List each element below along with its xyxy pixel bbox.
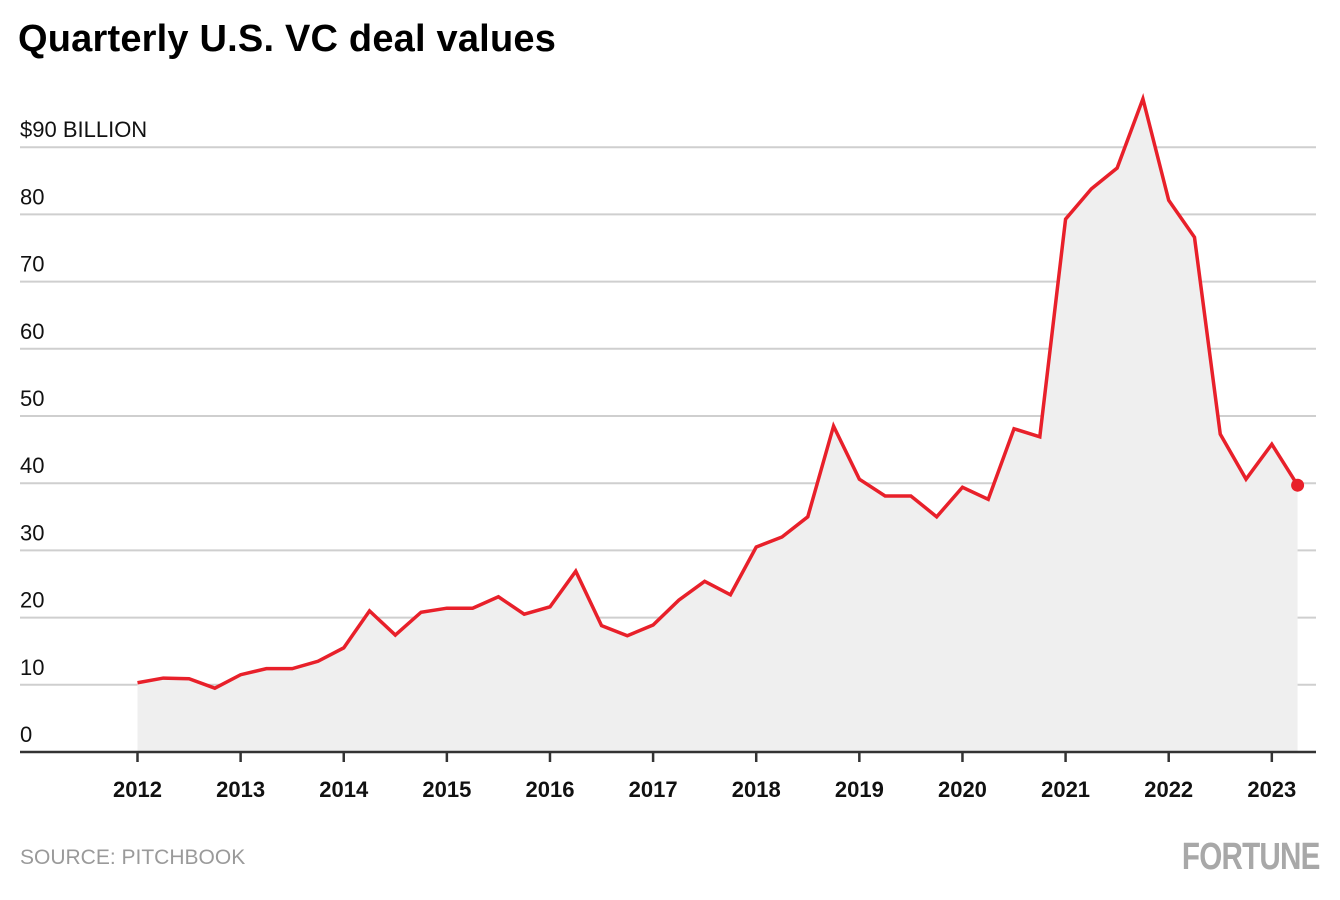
x-tick-label: 2018: [732, 777, 781, 802]
x-tick-label: 2021: [1041, 777, 1090, 802]
x-tick-label: 2013: [216, 777, 265, 802]
y-axis-labels: 0 10 20 30 40 50 60 70 80 $90 BILLION: [20, 117, 147, 747]
y-tick-label: 30: [20, 520, 44, 545]
y-tick-label: 60: [20, 319, 44, 344]
y-tick-label: 80: [20, 184, 44, 209]
x-tick-label: 2020: [938, 777, 987, 802]
x-tick-label: 2012: [113, 777, 162, 802]
fortune-logo: FORTUNE: [1182, 836, 1321, 878]
x-axis: [20, 750, 1316, 762]
x-tick-label: 2015: [422, 777, 471, 802]
line-layer: [137, 92, 1305, 691]
y-tick-label: 20: [20, 588, 44, 613]
x-tick-label: 2017: [629, 777, 678, 802]
x-tick-label: 2014: [319, 777, 369, 802]
y-tick-label: $90 BILLION: [20, 117, 147, 142]
y-tick-label: 40: [20, 453, 44, 478]
x-tick-label: 2022: [1144, 777, 1193, 802]
last-point-marker: [1291, 478, 1305, 492]
y-tick-label: 10: [20, 655, 44, 680]
chart-title: Quarterly U.S. VC deal values: [18, 18, 557, 60]
x-axis-labels: 2012 2013 2014 2015 2016 2017 2018 2019 2020 2021…: [113, 777, 1296, 802]
x-tick-label: 2019: [835, 777, 884, 802]
source-note: SOURCE: PITCHBOOK: [20, 846, 246, 869]
y-tick-label: 0: [20, 722, 32, 747]
y-tick-label: 50: [20, 386, 44, 411]
x-tick-label: 2023: [1247, 777, 1296, 802]
x-tick-label: 2016: [526, 777, 575, 802]
data-line: [137, 92, 1300, 691]
y-tick-label: 70: [20, 252, 44, 277]
area-fill: [137, 98, 1298, 753]
area-fill-layer: [137, 98, 1298, 753]
